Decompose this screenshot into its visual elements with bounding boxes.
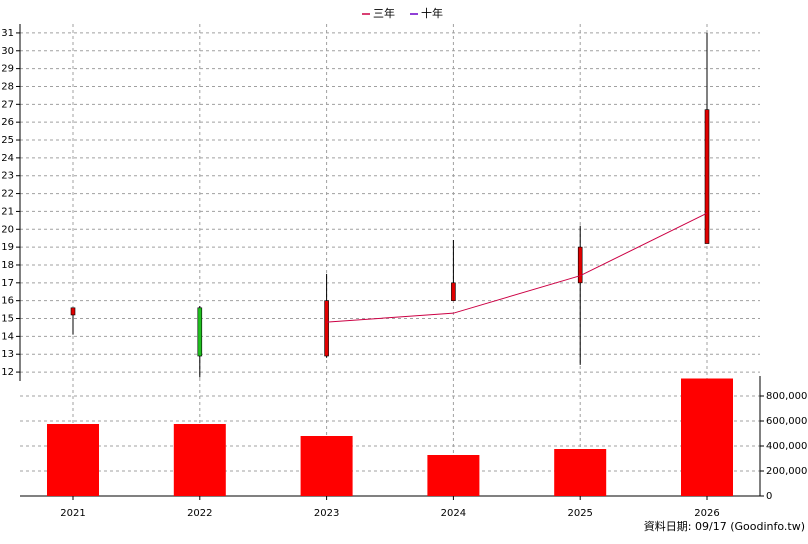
y-tick-label: 30 [1,46,14,57]
volume-bar [681,378,733,496]
y-tick-label: 14 [1,331,14,342]
y-tick-label: 25 [1,135,14,146]
legend-label: 三年 [373,6,395,20]
line-series [326,212,708,323]
x-tick-label: 2023 [314,508,339,519]
y-tick-label: 12 [1,367,14,378]
y-tick-label: 19 [1,242,14,253]
y-tick-label: 22 [1,189,14,200]
volume-bar [427,455,480,496]
x-tick-label: 2026 [694,508,719,519]
volume-bar [173,424,226,496]
y2-tick-label: 200,000 [766,466,807,477]
candle-body [197,307,203,357]
y-tick-label: 20 [1,224,14,235]
y-tick-label: 13 [1,349,14,360]
y2-tick-label: 800,000 [766,391,807,402]
x-tick-label: 2021 [60,508,85,519]
y-tick-label: 31 [1,28,14,39]
y-tick-label: 17 [1,278,14,289]
y-tick-label: 26 [1,117,14,128]
y-tick-label: 29 [1,64,14,75]
candle-body [451,282,456,301]
y-tick-label: 21 [1,206,14,217]
y2-tick-label: 0 [766,491,772,502]
y-tick-label: 23 [1,171,14,182]
volume-bar [47,424,99,496]
x-tick-label: 2022 [187,508,212,519]
y-tick-label: 28 [1,81,14,92]
candle-body [577,246,583,284]
footer: 資料日期: 09/17 (Goodinfo.tw) [644,519,805,533]
legend-label: 十年 [421,6,443,20]
y-tick-label: 15 [1,314,14,325]
volume-bar [300,436,353,496]
y-tick-label: 16 [1,296,14,307]
y2-tick-label: 400,000 [766,441,807,452]
candle-body [70,307,76,316]
volume-bar [554,449,607,496]
y-tick-label: 24 [1,153,14,164]
y-tick-label: 18 [1,260,14,271]
y2-tick-label: 600,000 [766,416,807,427]
candle-body [704,109,710,244]
y-tick-label: 27 [1,99,14,110]
candle-body [324,300,329,357]
x-tick-label: 2024 [441,508,466,519]
x-tick-label: 2025 [567,508,592,519]
